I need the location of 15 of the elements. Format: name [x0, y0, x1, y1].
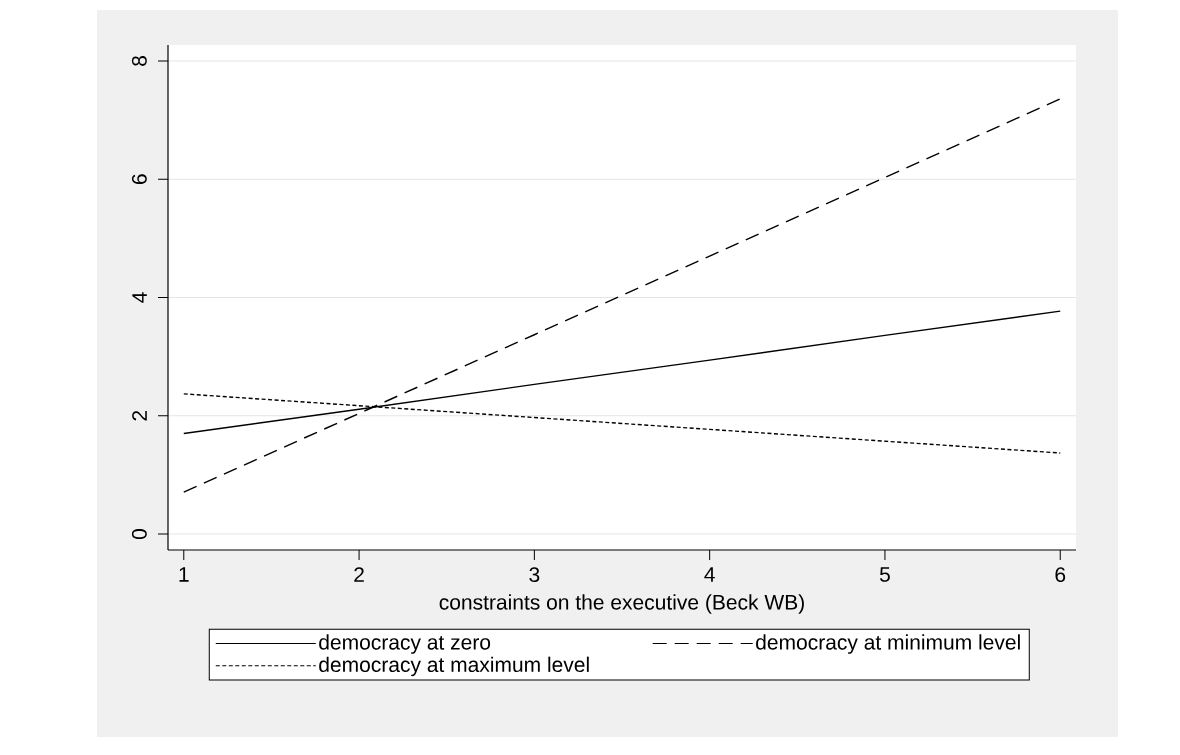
legend-label: democracy at minimum level: [756, 634, 1020, 654]
legend-label: democracy at zero: [319, 634, 491, 654]
y-tick-label: 2: [132, 410, 147, 421]
x-tick-label: 2: [354, 567, 364, 582]
x-tick-label: 3: [529, 567, 540, 583]
y-tick-label: 0: [131, 529, 147, 540]
legend-label: democracy at maximum level: [319, 656, 589, 677]
y-tick-label: 4: [132, 292, 147, 303]
x-tick-label: 6: [1055, 567, 1066, 583]
y-tick-label: 8: [131, 56, 147, 66]
y-tick-label: 6: [131, 174, 147, 184]
x-tick-label: 5: [879, 567, 890, 582]
x-axis-title: constraints on the executive (Beck WB): [439, 594, 804, 614]
x-tick-label: 4: [704, 567, 715, 582]
x-tick-label: 1: [179, 567, 189, 582]
